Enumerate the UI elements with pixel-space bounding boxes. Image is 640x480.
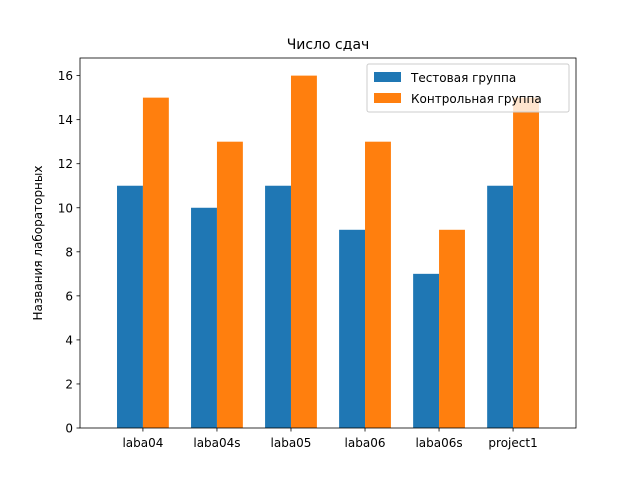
x-tick-label-laba06s: laba06s <box>415 436 462 450</box>
bar-control-laba05 <box>290 75 317 428</box>
y-ticks-group: 0 2 4 6 8 10 12 14 16 <box>58 69 80 436</box>
bar-control-laba04 <box>142 97 169 429</box>
bars-group <box>117 75 539 429</box>
bar-test-laba04 <box>117 185 143 428</box>
x-tick-label-project1: project1 <box>488 436 537 450</box>
legend: Тестовая группа Контрольная группа <box>366 63 570 113</box>
bar-test-laba06 <box>339 229 366 428</box>
bar-control-project1 <box>513 97 539 429</box>
y-tick-label: 4 <box>65 333 73 347</box>
y-tick-label: 8 <box>65 245 73 259</box>
bar-test-laba06s <box>413 273 440 428</box>
plot-frame <box>79 57 577 429</box>
bar-test-laba05 <box>265 185 291 428</box>
y-tick-label: 6 <box>65 289 73 303</box>
legend-label-control: Контрольная группа <box>411 92 542 106</box>
x-tick-label-laba06: laba06 <box>345 436 386 450</box>
bar-control-laba06 <box>365 141 391 428</box>
legend-label-test: Тестовая группа <box>410 71 516 85</box>
bar-control-laba04s <box>216 141 243 428</box>
y-tick-label: 14 <box>58 113 73 127</box>
y-tick-label: 10 <box>58 201 73 215</box>
y-tick-label: 12 <box>58 157 73 171</box>
legend-box <box>366 63 570 113</box>
x-tick-label-laba05: laba05 <box>271 436 312 450</box>
bar-test-laba04s <box>191 207 217 428</box>
chart-title: Число сдач <box>287 37 370 53</box>
x-tick-label-laba04: laba04 <box>122 436 163 450</box>
legend-swatch-control <box>374 93 401 103</box>
bar-control-laba06s <box>439 229 465 428</box>
y-tick-label: 16 <box>58 69 73 83</box>
legend-swatch-test <box>374 72 401 82</box>
x-tick-label-laba04s: laba04s <box>193 436 240 450</box>
y-tick-label: 0 <box>65 422 73 436</box>
y-axis-label: Названия лабораторных <box>31 166 45 321</box>
x-ticks-group: laba04 laba04s laba05 laba06 laba06s project1 <box>122 428 538 450</box>
bar-test-project1 <box>487 185 514 428</box>
y-tick-label: 2 <box>65 377 73 391</box>
